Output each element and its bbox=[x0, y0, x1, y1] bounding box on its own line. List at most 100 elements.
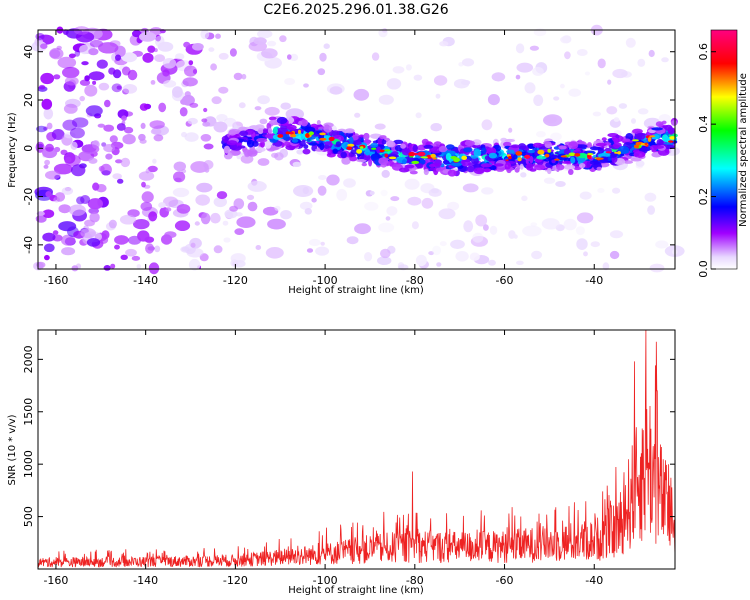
heatmap-hotspot bbox=[319, 132, 326, 136]
heatmap-blob bbox=[563, 218, 577, 231]
chart-title: C2E6.2025.296.01.38.G26 bbox=[263, 2, 448, 18]
heatmap-hotspot bbox=[595, 157, 604, 160]
heatmap-blob bbox=[271, 152, 279, 158]
heatmap-ridge-blob bbox=[632, 128, 643, 134]
heatmap-hotspot bbox=[371, 147, 377, 150]
heatmap-ridge-blob bbox=[267, 146, 280, 151]
heatmap-blob bbox=[575, 226, 585, 236]
heatmap-blob bbox=[98, 82, 110, 91]
heatmap-blob bbox=[364, 201, 379, 211]
y-tick-label: 2000 bbox=[22, 345, 35, 373]
heatmap-blob bbox=[579, 191, 592, 200]
heatmap-blob bbox=[40, 43, 48, 49]
heatmap-hotspot bbox=[346, 146, 353, 150]
heatmap-ridge-blob bbox=[323, 144, 330, 149]
heatmap-blob bbox=[240, 154, 254, 164]
heatmap-ridge-blob bbox=[534, 164, 546, 171]
heatmap-blob bbox=[487, 94, 500, 106]
heatmap-blob bbox=[637, 58, 646, 67]
heatmap-hotspot bbox=[319, 137, 327, 141]
heatmap-hotspot bbox=[285, 131, 291, 135]
heatmap-blob bbox=[583, 251, 588, 257]
heatmap-blob bbox=[532, 66, 544, 76]
heatmap-ridge-blob bbox=[671, 120, 678, 126]
heatmap-blob bbox=[188, 60, 194, 66]
heatmap-blob bbox=[165, 207, 172, 212]
x-tick-label: -60 bbox=[496, 574, 514, 587]
heatmap-blob bbox=[122, 84, 138, 94]
heatmap-blob bbox=[211, 96, 222, 105]
heatmap-blob bbox=[58, 204, 71, 214]
heatmap-hotspot bbox=[420, 156, 429, 159]
heatmap-hotspot bbox=[515, 151, 523, 156]
heatmap-ridge-blob bbox=[488, 152, 498, 159]
y-tick-label: 500 bbox=[22, 506, 35, 527]
heatmap-ridge-blob bbox=[378, 157, 389, 165]
heatmap-blob bbox=[304, 208, 312, 215]
heatmap-blob bbox=[183, 41, 191, 48]
heatmap-blob bbox=[210, 63, 218, 71]
heatmap-blob bbox=[142, 52, 154, 63]
heatmap-blob bbox=[315, 246, 330, 256]
heatmap-blob bbox=[186, 247, 204, 258]
heatmap-hotspot bbox=[587, 153, 594, 156]
heatmap-blob bbox=[61, 187, 74, 195]
heatmap-blob bbox=[469, 252, 480, 261]
heatmap-blob bbox=[149, 120, 165, 129]
heatmap-ridge-blob bbox=[365, 152, 371, 155]
heatmap-ridge-blob bbox=[223, 145, 231, 154]
heatmap-blob bbox=[326, 174, 340, 186]
heatmap-ridge-blob bbox=[341, 156, 351, 165]
heatmap-blob bbox=[336, 188, 348, 201]
heatmap-blob bbox=[560, 83, 565, 89]
heatmap-hotspot bbox=[632, 139, 639, 142]
heatmap-blob bbox=[184, 132, 199, 142]
heatmap-ridge-blob bbox=[350, 149, 359, 155]
heatmap-blob bbox=[475, 214, 488, 227]
heatmap-blob bbox=[390, 196, 400, 202]
heatmap-blob bbox=[380, 248, 391, 259]
heatmap-blob bbox=[92, 182, 100, 191]
heatmap-ridge-blob bbox=[536, 155, 547, 160]
heatmap-blob bbox=[317, 185, 327, 196]
heatmap-blob bbox=[609, 230, 624, 239]
heatmap-blob bbox=[121, 66, 131, 76]
heatmap-blob bbox=[431, 188, 439, 194]
heatmap-blob bbox=[125, 248, 137, 257]
heatmap-blob bbox=[112, 173, 122, 180]
heatmap-blob bbox=[36, 211, 45, 216]
heatmap-blob bbox=[114, 235, 129, 245]
heatmap-ridge-blob bbox=[363, 157, 371, 161]
heatmap-blob bbox=[148, 262, 160, 275]
heatmap-blob bbox=[181, 131, 187, 138]
heatmap-blob bbox=[299, 201, 313, 210]
heatmap-ridge-blob bbox=[466, 165, 475, 173]
x-tick-label: -100 bbox=[313, 274, 338, 287]
heatmap-blob bbox=[597, 188, 605, 193]
colorbar-tick-label: 0.4 bbox=[697, 115, 710, 133]
heatmap-blob bbox=[45, 170, 61, 180]
heatmap-blob bbox=[233, 72, 243, 81]
heatmap-blob bbox=[162, 69, 170, 77]
heatmap-blob bbox=[521, 195, 528, 202]
heatmap-hotspot bbox=[517, 157, 522, 162]
heatmap-blob bbox=[215, 33, 221, 39]
heatmap-blob bbox=[81, 61, 89, 66]
heatmap-blob bbox=[241, 73, 247, 80]
heatmap-blob bbox=[378, 94, 394, 105]
heatmap-blob bbox=[280, 102, 292, 110]
heatmap-blob bbox=[139, 103, 149, 111]
heatmap-hotspot bbox=[647, 137, 652, 142]
heatmap-blob bbox=[264, 106, 280, 116]
heatmap-hotspot bbox=[417, 151, 426, 157]
heatmap-ridge-blob bbox=[575, 144, 588, 149]
top-x-ticks: -160 -140 -120 -100 -80 -60 -40 bbox=[43, 30, 603, 287]
heatmap-blob bbox=[516, 260, 524, 265]
heatmap-blob bbox=[132, 30, 142, 38]
heatmap-hotspot bbox=[388, 156, 397, 160]
heatmap-blob bbox=[42, 209, 55, 218]
heatmap-blob bbox=[584, 71, 591, 76]
heatmap-blob bbox=[136, 264, 142, 269]
heatmap-ridge-blob bbox=[587, 142, 592, 148]
heatmap-ridge-blob bbox=[268, 116, 277, 121]
